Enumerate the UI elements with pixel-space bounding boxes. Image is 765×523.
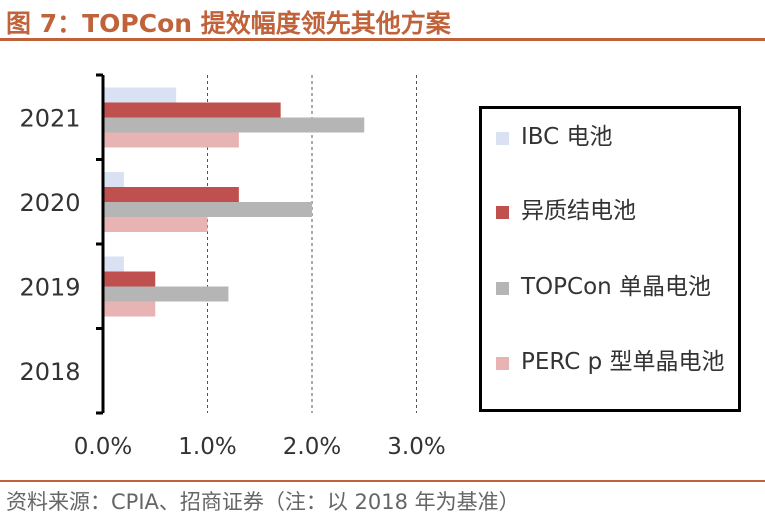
bar-2021-series-2 xyxy=(103,117,365,133)
bar-2021-series-3 xyxy=(103,132,239,148)
chart-legend: IBC 电池 异质结电池 TOPCon 单晶电池 PERC p 型单晶电池 xyxy=(479,106,741,412)
footer-divider xyxy=(0,480,765,482)
x-tick-label: 2.0% xyxy=(283,434,341,460)
bar-2019-series-1 xyxy=(103,271,156,287)
y-tick-label: 2019 xyxy=(19,273,80,301)
bar-2019-series-0 xyxy=(103,256,124,272)
bar-2019-series-2 xyxy=(103,286,229,302)
legend-label: PERC p 型单晶电池 xyxy=(521,349,725,375)
legend-label: 异质结电池 xyxy=(521,198,636,224)
legend-swatch xyxy=(496,357,509,370)
y-tick-label: 2020 xyxy=(19,189,80,217)
legend-swatch xyxy=(496,206,509,219)
legend-swatch xyxy=(496,282,509,295)
x-tick-label: 1.0% xyxy=(178,434,236,460)
legend-label: TOPCon 单晶电池 xyxy=(521,274,712,300)
bar-2020-series-3 xyxy=(103,217,208,232)
bar-2020-series-1 xyxy=(103,187,239,202)
y-tick-label: 2018 xyxy=(19,358,80,386)
y-tick-label: 2021 xyxy=(19,104,80,132)
title-divider xyxy=(0,38,765,41)
bar-chart: 2018 2019 2020 2021 0.0% 1.0% 2.0% 3.0% xyxy=(19,73,446,460)
x-tick-label: 0.0% xyxy=(74,434,132,460)
bar-2019-series-3 xyxy=(103,301,156,317)
bar-2021-series-1 xyxy=(103,102,281,118)
bar-2020-series-2 xyxy=(103,202,312,217)
legend-label: IBC 电池 xyxy=(521,124,613,150)
x-tick-label: 3.0% xyxy=(387,434,445,460)
bar-2021-series-0 xyxy=(103,87,177,103)
bar-2020-series-0 xyxy=(103,172,124,187)
figure-title: 图 7：TOPCon 提效幅度领先其他方案 xyxy=(6,9,451,38)
source-note: 资料来源：CPIA、招商证券（注：以 2018 年为基准） xyxy=(6,490,520,514)
legend-swatch xyxy=(496,132,509,145)
